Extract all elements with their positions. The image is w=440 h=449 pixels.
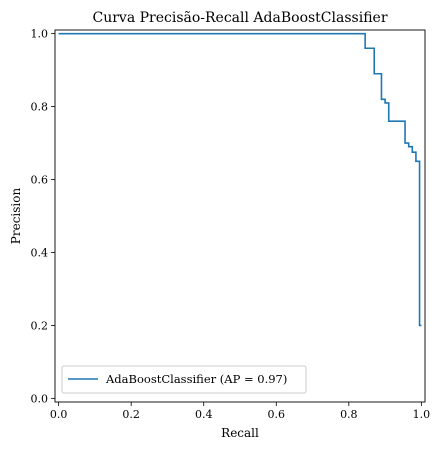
plot-area [54,29,426,403]
x-tick-label: 0.2 [122,408,140,421]
y-tick-label: 0.2 [31,319,49,332]
x-axis: 0.0 0.2 0.4 0.6 0.8 1.0 [50,402,430,421]
y-axis: 0.0 0.2 0.4 0.6 0.8 1.0 [31,28,55,405]
y-tick-label: 1.0 [31,28,49,41]
chart-title: Curva Precisão-Recall AdaBoostClassifier [92,10,387,26]
y-tick-label: 0.4 [31,246,49,259]
legend: AdaBoostClassifier (AP = 0.97) [61,365,307,394]
y-tick-label: 0.6 [31,174,49,187]
y-tick-label: 0.0 [31,392,49,405]
x-tick-label: 0.0 [50,408,68,421]
x-tick-label: 0.6 [268,408,286,421]
y-tick-label: 0.8 [31,101,49,114]
pr-curve-line [58,32,422,327]
x-tick-label: 1.0 [413,408,431,421]
y-axis-label: Precision [9,188,23,245]
x-axis-label: Recall [221,426,259,440]
x-tick-label: 0.4 [195,408,213,421]
legend-box [61,365,307,394]
legend-entry: AdaBoostClassifier (AP = 0.97) [105,372,287,386]
x-tick-label: 0.8 [340,408,358,421]
